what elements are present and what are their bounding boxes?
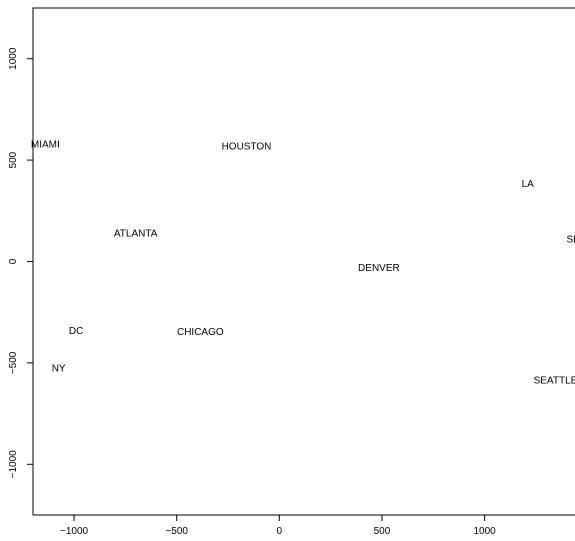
x-tick-label: 1000	[473, 526, 496, 537]
point-label-atlanta: ATLANTA	[114, 229, 158, 240]
y-tick-label: −1000	[8, 450, 19, 479]
point-label-chicago: CHICAGO	[177, 327, 224, 338]
x-tick-label: 500	[374, 526, 391, 537]
point-label-la: LA	[522, 179, 535, 190]
point-label-ny: NY	[52, 363, 66, 374]
point-labels: MIAMI HOUSTON LA SF ATLANTA DENVER DC CHICAGO NY…	[31, 139, 575, 386]
y-tick-label: 0	[8, 258, 19, 264]
x-axis: −1000 −500 0 500 1000	[60, 515, 496, 537]
point-label-dc: DC	[69, 326, 83, 337]
point-label-sf: SF	[567, 235, 575, 246]
y-tick-label: 500	[8, 151, 19, 168]
y-tick-label: 1000	[8, 47, 19, 70]
point-label-seattle: SEATTLE	[534, 376, 575, 387]
point-label-denver: DENVER	[358, 263, 400, 274]
x-tick-label: −500	[165, 526, 188, 537]
y-tick-label: −500	[8, 351, 19, 374]
plot-frame	[32, 7, 575, 516]
x-tick-label: −1000	[60, 526, 89, 537]
point-label-miami: MIAMI	[31, 139, 60, 150]
y-axis: −1000 −500 0 500 1000	[8, 47, 33, 478]
x-tick-label: 0	[277, 526, 283, 537]
point-label-houston: HOUSTON	[222, 141, 272, 152]
